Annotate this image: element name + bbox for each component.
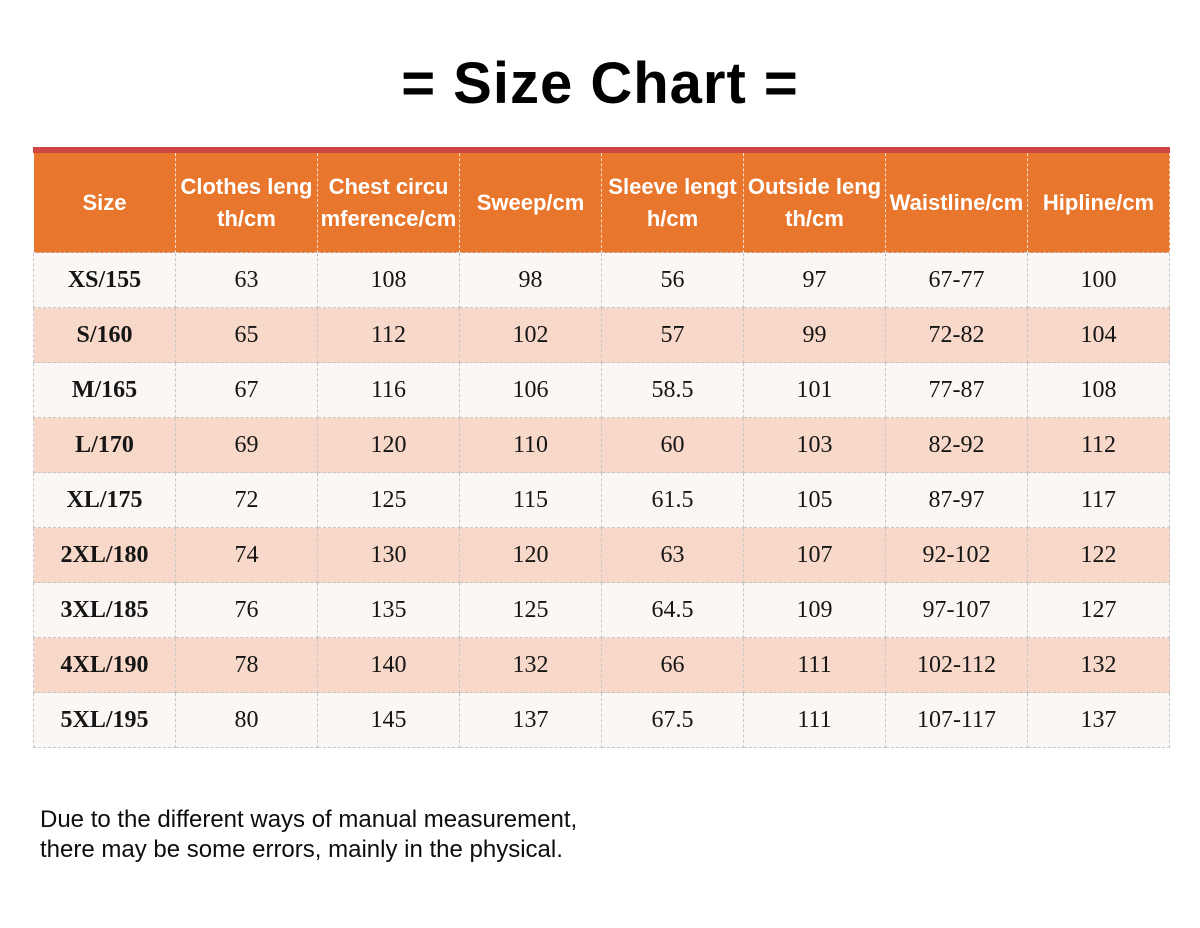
value-cell: 69 [175,417,318,473]
value-cell: 65 [175,307,318,363]
value-cell: 132 [459,637,602,693]
size-cell: XL/175 [33,472,176,528]
note-line-1: Due to the different ways of manual meas… [40,806,578,833]
value-cell: 115 [459,472,602,528]
value-cell: 122 [1027,527,1170,583]
value-cell: 100 [1027,252,1170,308]
size-chart-table: Size Clothes length/cm Chest circumference… [33,147,1170,748]
column-header-4: Sleeve length/cm [601,150,744,253]
value-cell: 60 [601,417,744,473]
size-cell: 3XL/185 [33,582,176,638]
value-cell: 137 [459,692,602,748]
value-cell: 56 [601,252,744,308]
value-cell: 67.5 [601,692,744,748]
value-cell: 110 [459,417,602,473]
table-row: 2XL/180 74 130 120 63 107 92-102 122 [33,527,1170,583]
size-cell: XS/155 [33,252,176,308]
table-row: 5XL/195 80 145 137 67.5 111 107-117 137 [33,692,1170,748]
value-cell: 107-117 [885,692,1028,748]
value-cell: 135 [317,582,460,638]
value-cell: 66 [601,637,744,693]
value-cell: 102-112 [885,637,1028,693]
value-cell: 111 [743,692,886,748]
table-header: Size Clothes length/cm Chest circumference… [33,150,1170,253]
value-cell: 107 [743,527,886,583]
table-body: XS/155 63 108 98 56 97 67-77 100 S/160 65 112 102 57… [33,252,1170,748]
size-cell: L/170 [33,417,176,473]
value-cell: 105 [743,472,886,528]
page-title: = Size Chart = [401,51,799,116]
value-cell: 67-77 [885,252,1028,308]
value-cell: 109 [743,582,886,638]
value-cell: 111 [743,637,886,693]
value-cell: 103 [743,417,886,473]
value-cell: 102 [459,307,602,363]
value-cell: 125 [317,472,460,528]
table-row: M/165 67 116 106 58.5 101 77-87 108 [33,362,1170,418]
value-cell: 112 [1027,417,1170,473]
column-header-0: Size [33,150,176,253]
value-cell: 130 [317,527,460,583]
value-cell: 125 [459,582,602,638]
value-cell: 108 [317,252,460,308]
value-cell: 76 [175,582,318,638]
value-cell: 97 [743,252,886,308]
value-cell: 97-107 [885,582,1028,638]
value-cell: 72 [175,472,318,528]
column-header-7: Hipline/cm [1027,150,1170,253]
value-cell: 80 [175,692,318,748]
value-cell: 57 [601,307,744,363]
value-cell: 127 [1027,582,1170,638]
note-line-2: there may be some errors, mainly in the … [40,836,563,863]
measurement-note: Due to the different ways of manual meas… [40,805,1200,865]
value-cell: 108 [1027,362,1170,418]
column-header-3: Sweep/cm [459,150,602,253]
table-row: 3XL/185 76 135 125 64.5 109 97-107 127 [33,582,1170,638]
column-header-1: Clothes length/cm [175,150,318,253]
value-cell: 106 [459,362,602,418]
column-header-5: Outside length/cm [743,150,886,253]
value-cell: 120 [317,417,460,473]
value-cell: 74 [175,527,318,583]
value-cell: 63 [175,252,318,308]
value-cell: 140 [317,637,460,693]
header-row: Size Clothes length/cm Chest circumference… [33,150,1170,253]
value-cell: 116 [317,362,460,418]
value-cell: 61.5 [601,472,744,528]
table-row: 4XL/190 78 140 132 66 111 102-112 132 [33,637,1170,693]
value-cell: 58.5 [601,362,744,418]
value-cell: 112 [317,307,460,363]
value-cell: 67 [175,362,318,418]
value-cell: 64.5 [601,582,744,638]
size-cell: 2XL/180 [33,527,176,583]
size-cell: 5XL/195 [33,692,176,748]
table-row: XS/155 63 108 98 56 97 67-77 100 [33,252,1170,308]
value-cell: 82-92 [885,417,1028,473]
size-cell: S/160 [33,307,176,363]
value-cell: 92-102 [885,527,1028,583]
value-cell: 145 [317,692,460,748]
size-cell: 4XL/190 [33,637,176,693]
column-header-2: Chest circumference/cm [317,150,460,253]
value-cell: 78 [175,637,318,693]
value-cell: 87-97 [885,472,1028,528]
value-cell: 99 [743,307,886,363]
value-cell: 72-82 [885,307,1028,363]
value-cell: 117 [1027,472,1170,528]
table-row: S/160 65 112 102 57 99 72-82 104 [33,307,1170,363]
value-cell: 137 [1027,692,1170,748]
value-cell: 101 [743,362,886,418]
table-row: XL/175 72 125 115 61.5 105 87-97 117 [33,472,1170,528]
table-row: L/170 69 120 110 60 103 82-92 112 [33,417,1170,473]
value-cell: 104 [1027,307,1170,363]
size-cell: M/165 [33,362,176,418]
value-cell: 98 [459,252,602,308]
value-cell: 132 [1027,637,1170,693]
column-header-6: Waistline/cm [885,150,1028,253]
value-cell: 77-87 [885,362,1028,418]
value-cell: 120 [459,527,602,583]
value-cell: 63 [601,527,744,583]
